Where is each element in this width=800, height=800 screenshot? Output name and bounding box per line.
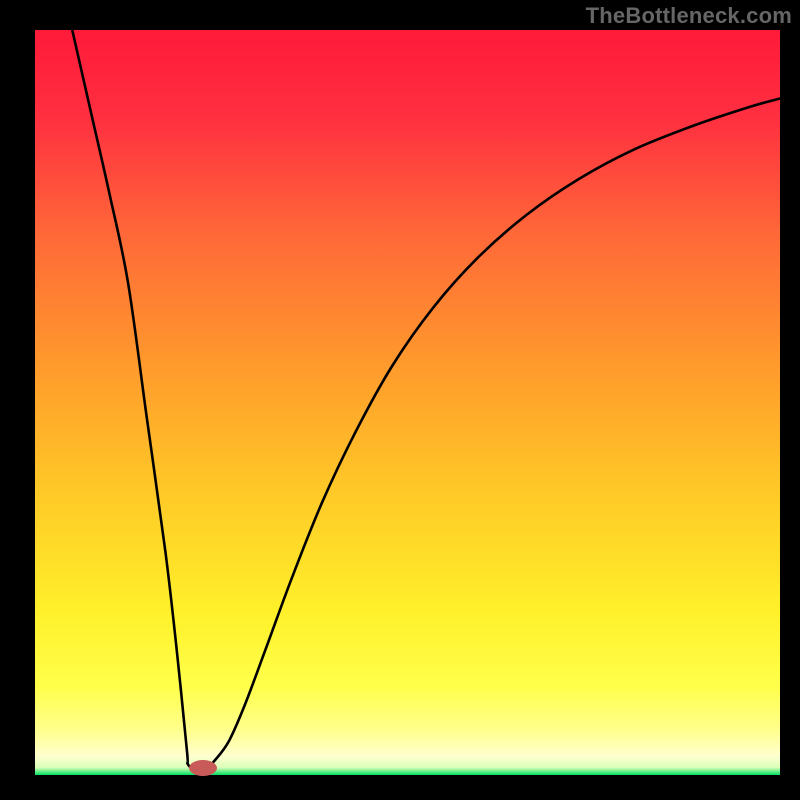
watermark-text: TheBottleneck.com xyxy=(586,3,792,29)
curve-path xyxy=(72,30,780,772)
chart-plot-area xyxy=(35,30,780,775)
bottleneck-curve xyxy=(35,30,780,775)
optimal-point-marker xyxy=(189,760,217,776)
